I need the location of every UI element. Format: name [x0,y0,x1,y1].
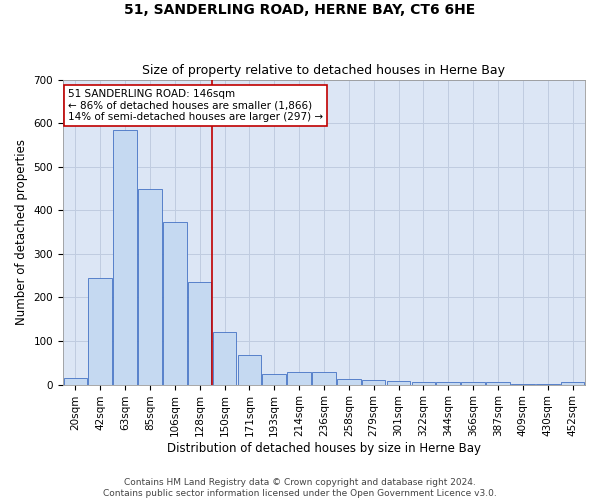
Title: Size of property relative to detached houses in Herne Bay: Size of property relative to detached ho… [142,64,505,77]
Bar [113,130,137,384]
Bar [212,332,236,384]
Bar [64,378,87,384]
Y-axis label: Number of detached properties: Number of detached properties [15,139,28,325]
Bar [387,381,410,384]
Bar [436,382,460,384]
Bar [287,372,311,384]
Bar [461,382,485,384]
Bar [138,190,162,384]
Bar [486,382,510,384]
Bar [312,372,336,384]
Bar [238,355,261,384]
Bar [262,374,286,384]
X-axis label: Distribution of detached houses by size in Herne Bay: Distribution of detached houses by size … [167,442,481,455]
Bar [362,380,385,384]
Bar [163,222,187,384]
Bar [561,382,584,384]
Bar [88,278,112,384]
Text: 51, SANDERLING ROAD, HERNE BAY, CT6 6HE: 51, SANDERLING ROAD, HERNE BAY, CT6 6HE [124,2,476,16]
Text: Contains HM Land Registry data © Crown copyright and database right 2024.
Contai: Contains HM Land Registry data © Crown c… [103,478,497,498]
Bar [412,382,435,384]
Bar [337,379,361,384]
Text: 51 SANDERLING ROAD: 146sqm
← 86% of detached houses are smaller (1,866)
14% of s: 51 SANDERLING ROAD: 146sqm ← 86% of deta… [68,88,323,122]
Bar [188,282,211,384]
